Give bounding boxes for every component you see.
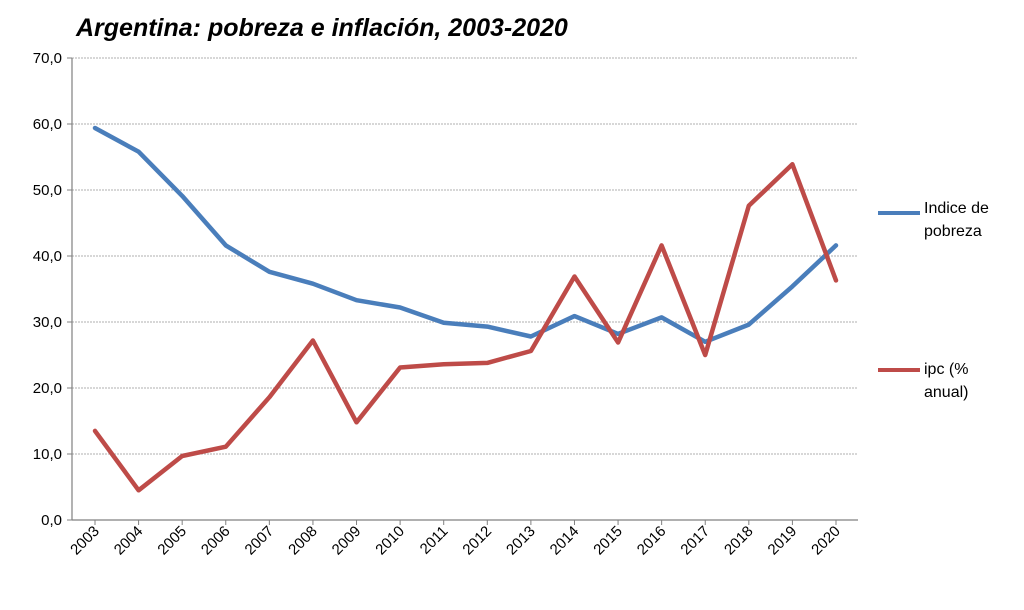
legend-label-ipc-line2: anual)	[924, 384, 969, 401]
axes	[71, 58, 858, 521]
legend-label-pobreza: Indice de pobreza	[924, 197, 1024, 243]
legend-label-pobreza-line2: pobreza	[924, 223, 982, 240]
x-tick-label: 2017	[677, 523, 713, 559]
y-tick-label: 70,0	[33, 50, 62, 67]
y-tick-label: 60,0	[33, 116, 62, 133]
series-line-ipc	[92, 162, 839, 493]
x-tick-label: 2011	[417, 523, 452, 558]
x-tick-label: 2016	[634, 523, 670, 559]
chart-title: Argentina: pobreza e inflación, 2003-202…	[76, 14, 568, 42]
y-tick-label: 30,0	[33, 314, 62, 331]
x-tick-label: 2003	[67, 523, 103, 559]
y-tick-label: 50,0	[33, 182, 62, 199]
series-line-pobreza	[92, 125, 839, 345]
x-tick-label: 2015	[590, 523, 626, 559]
legend-swatch-pobreza	[878, 211, 920, 215]
x-tick-label: 2008	[285, 523, 321, 559]
x-tick-label: 2009	[329, 523, 365, 559]
x-tick-label: 2020	[808, 523, 844, 559]
x-tick-label: 2005	[154, 523, 190, 559]
y-tick-label: 0,0	[41, 512, 62, 529]
legend-swatch-ipc	[878, 368, 920, 372]
legend-label-pobreza-line1: Indice de	[924, 200, 989, 217]
y-tick-label: 10,0	[33, 446, 62, 463]
x-tick-label: 2004	[111, 523, 147, 559]
x-tick-label: 2006	[198, 523, 234, 559]
x-tick-label: 2019	[765, 523, 801, 559]
x-tick-label: 2012	[460, 523, 496, 559]
x-tick-label: 2018	[721, 523, 757, 559]
legend-label-ipc: ipc (% anual)	[924, 358, 1024, 404]
x-tick-label: 2014	[547, 523, 583, 559]
y-tick-label: 40,0	[33, 248, 62, 265]
x-axis-ticks: 2003 2004 2005 2006 2007 2008 2009 2010 2011 2012…	[67, 520, 844, 558]
x-tick-label: 2007	[242, 523, 278, 559]
x-tick-label: 2013	[503, 523, 539, 559]
gridlines	[72, 57, 858, 455]
series-lines	[92, 125, 839, 493]
x-tick-label: 2010	[372, 523, 408, 559]
legend-label-ipc-line1: ipc (%	[924, 361, 969, 378]
y-axis-ticks: 0,0 10,0 20,0 30,0 40,0 50,0 60,0 70,0	[33, 50, 72, 529]
y-tick-label: 20,0	[33, 380, 62, 397]
